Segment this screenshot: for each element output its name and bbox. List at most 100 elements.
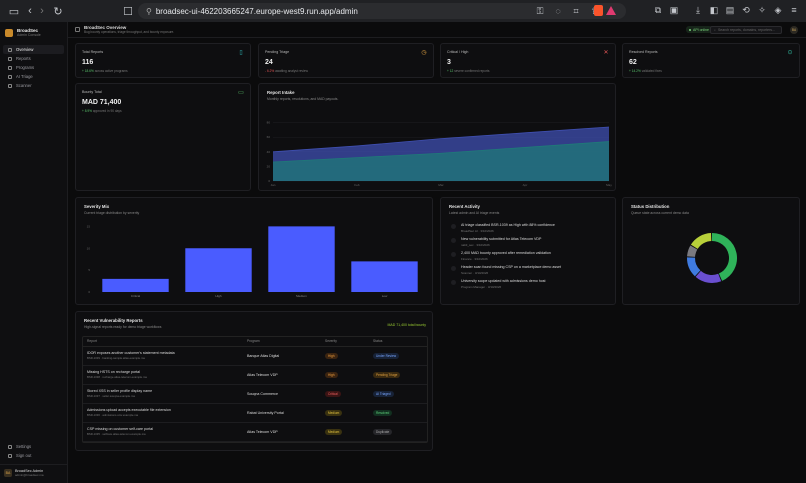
sidebar-icon[interactable]: ◧ [709, 4, 719, 15]
address-bar[interactable]: ⚲ broadsec-ui-462203665247.europe-west9.… [138, 3, 626, 19]
donut-slice-resolved [711, 233, 737, 281]
trend-value: + 12 [447, 69, 454, 73]
search-input[interactable]: ⌕ Search reports, domains, reporters... [710, 26, 782, 34]
bar-high [185, 248, 252, 292]
bounty-total-card: Bounty Total MAD 71,400 + 8.9% approved … [75, 83, 251, 191]
recent-reports-card: Recent Vulnerability Reports High-signal… [75, 311, 433, 451]
sidebar-item-overview[interactable]: Overview [3, 45, 64, 54]
sync-icon[interactable]: ⟲ [742, 4, 750, 15]
bar-medium [268, 226, 335, 292]
back-icon[interactable]: ‹ [28, 5, 32, 17]
forward-icon[interactable]: › [40, 5, 44, 17]
y-tick-label: 80 [267, 121, 271, 125]
area-series-1 [273, 141, 609, 181]
vpn-icon[interactable]: ◈ [774, 4, 782, 15]
eye-off-icon[interactable]: ◌ [555, 6, 561, 16]
bookmark-icon[interactable]: ☐ [123, 5, 133, 18]
sidebar-item-sign-out[interactable]: Sign out [3, 451, 65, 460]
sparkle-icon [8, 74, 12, 79]
stat-card-total-reports: Total Reports 116 + 18.6% across active … [75, 43, 251, 78]
stat-label: Pending Triage [265, 50, 290, 54]
sidebar-item-programs[interactable]: Programs [3, 63, 64, 72]
wallet-icon[interactable]: ▤ [725, 4, 735, 15]
bar-critical [102, 278, 169, 292]
sidebar-toggle-icon[interactable]: ▭ [8, 5, 20, 18]
sidebar-item-reports[interactable]: Reports [3, 54, 64, 63]
rewards-triangle-icon[interactable] [606, 6, 616, 15]
status-donut-chart [687, 233, 737, 283]
extensions-icon[interactable]: ⧉ [654, 4, 662, 15]
severity-badge: Critical [325, 390, 341, 397]
report-program: Banque Atlas Digital [243, 346, 321, 366]
trend-value: - 6.2% [265, 69, 275, 73]
severity-mix-card: Severity Mix Current triage distribution… [75, 197, 433, 305]
stat-trend: + 18.6% across active programs [82, 69, 128, 73]
y-tick-label: 40 [267, 150, 271, 154]
brave-icon[interactable] [594, 5, 603, 16]
report-intake-card: Report Intake Monthly reports, resolutio… [258, 83, 616, 191]
status-badge: Resolved [373, 409, 393, 416]
table-row[interactable]: CSP missing on customer self-care portal… [83, 422, 427, 442]
report-title[interactable]: CSP missing on customer self-care portal [87, 427, 154, 431]
y-tick-label: 0 [88, 290, 90, 294]
activity-message: AI triage classified BSR-1039 as High wi… [461, 223, 555, 227]
share-icon[interactable]: ⇪ [588, 4, 600, 18]
y-tick-label: 60 [267, 135, 271, 139]
leo-icon[interactable]: ✧ [758, 4, 766, 15]
user-profile[interactable]: BA BroadSec Admin admin@broadsec.ma [0, 464, 68, 483]
key-icon[interactable]: ⚿ [536, 5, 544, 16]
sidebar-item-ai-triage[interactable]: AI Triage [3, 72, 64, 81]
table-header-row: Report Program Severity Status [83, 337, 427, 347]
sidebar-item-label: Programs [16, 65, 35, 70]
activity-dot-icon [451, 280, 456, 285]
donut-slice-triaged [690, 233, 712, 250]
card-subtitle: Latest admin and AI triage events [449, 211, 500, 215]
tab-search-icon[interactable]: ▣ [669, 4, 679, 15]
column-header-severity[interactable]: Severity [321, 337, 369, 347]
sidebar-item-label: Reports [16, 56, 31, 61]
reload-icon[interactable]: ↻ [53, 5, 63, 18]
collapse-sidebar-icon[interactable] [75, 27, 80, 32]
trend-value: + 14.2% [629, 69, 641, 73]
stat-value: 3 [447, 59, 451, 66]
table-row[interactable]: Admissions upload accepts executable fil… [83, 403, 427, 423]
column-header-status[interactable]: Status [369, 337, 427, 347]
download-icon[interactable]: ⤓ [696, 4, 700, 15]
report-title[interactable]: IDOR exposes another customer's statemen… [87, 351, 175, 355]
report-program: Atlas Telecom VDP [243, 365, 321, 385]
page-title: BroadSec Overview [84, 25, 127, 30]
trend-value: + 8.9% [82, 109, 93, 113]
translate-icon[interactable]: ⌗ [573, 5, 579, 16]
column-header-report[interactable]: Report [83, 337, 243, 347]
trend-note: approved in 90 days [92, 109, 122, 113]
avatar: BA [4, 469, 12, 477]
report-title[interactable]: Missing HSTS on recharge portal [87, 370, 140, 374]
y-tick-label: 20 [267, 164, 271, 168]
total-bounty-label: MAD 71,400 total bounty [387, 323, 426, 327]
activity-dot-icon [451, 224, 456, 229]
report-title[interactable]: Stored XSS in seller profile display nam… [87, 389, 153, 393]
sidebar-item-scanner[interactable]: Scanner [3, 81, 64, 90]
stat-value: 24 [265, 59, 273, 66]
avatar[interactable]: BA [790, 26, 798, 34]
activity-meta: Finance · 3/10/2026 [461, 257, 488, 261]
report-title[interactable]: Admissions upload accepts executable fil… [87, 408, 171, 412]
user-name: BroadSec Admin [15, 469, 44, 473]
table-row[interactable]: Stored XSS in seller profile display nam… [83, 384, 427, 404]
activity-message: University scope updated with admissions… [461, 279, 546, 283]
card-title: Severity Mix [84, 204, 110, 209]
x-tick-label: High [215, 294, 222, 298]
sidebar-item-settings[interactable]: Settings [3, 442, 65, 451]
column-header-program[interactable]: Program [243, 337, 321, 347]
table-row[interactable]: Missing HSTS on recharge portal BSR-1038 … [83, 365, 427, 385]
report-meta: BSR-1039 · banking-sample.atlas.example.… [87, 356, 145, 360]
table-row[interactable]: IDOR exposes another customer's statemen… [83, 346, 427, 366]
search-placeholder: Search reports, domains, reporters... [717, 28, 775, 32]
x-tick-label: Feb [354, 183, 360, 187]
trend-note: severe confirmed reports [454, 69, 490, 73]
trend-value: + 18.6% [82, 69, 94, 73]
brand[interactable]: BroadSec Admin Console [0, 22, 67, 41]
report-program: Rabat University Portal [243, 403, 321, 423]
site-info-icon[interactable]: ⚲ [146, 6, 152, 16]
menu-icon[interactable]: ≡ [791, 5, 797, 15]
